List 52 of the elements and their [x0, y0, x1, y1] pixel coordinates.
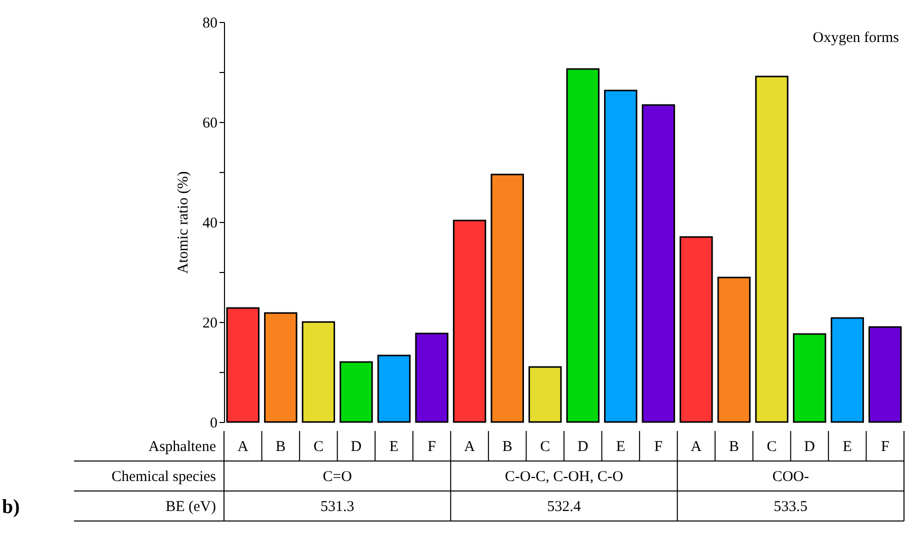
text: 533.5: [774, 499, 808, 515]
text: 531.3: [320, 499, 354, 515]
x-tick-label: D: [577, 439, 588, 455]
text: COO-: [772, 469, 810, 485]
x-tick-label: C: [540, 439, 550, 455]
x-tick-label: A: [237, 439, 248, 455]
x-axis-title: Asphaltene: [148, 439, 216, 455]
x-tick-label: A: [464, 439, 476, 455]
y-tick-label: 20: [202, 316, 218, 332]
bar: [868, 326, 902, 423]
text: b): [2, 496, 20, 518]
text: C-O-C, C-OH, C-O: [504, 469, 624, 485]
bar: [415, 332, 448, 423]
x-tick-label: F: [654, 439, 663, 455]
x-tick-label: E: [616, 439, 626, 455]
y-axis-title: Atomic ratio (%): [176, 171, 192, 274]
x-tick-label: C: [313, 439, 324, 455]
bar: [755, 76, 788, 423]
x-tick-label: D: [804, 439, 816, 455]
x-tick-label: F: [428, 439, 436, 455]
bar: [642, 104, 676, 423]
x-tick-label: B: [728, 439, 740, 455]
bar: [340, 361, 373, 423]
annotation: Oxygen forms: [812, 30, 900, 46]
text: 532.4: [547, 499, 582, 515]
bar: [452, 220, 486, 423]
bar: [680, 236, 713, 423]
text: BE (eV): [166, 499, 216, 515]
x-tick-label: F: [880, 439, 890, 455]
bar: [264, 312, 298, 423]
bar: [490, 174, 524, 423]
x-tick-label: B: [276, 439, 286, 455]
bar: [717, 276, 751, 423]
bar: [302, 321, 336, 423]
x-tick-label: E: [842, 439, 852, 455]
bar: [792, 333, 826, 423]
bar: [528, 366, 562, 423]
bar: [830, 317, 864, 423]
x-tick-label: E: [389, 439, 399, 455]
x-tick-label: D: [350, 439, 362, 455]
y-tick-label: 80: [202, 16, 218, 32]
text: Chemical species: [111, 469, 216, 485]
text: C=O: [322, 469, 352, 485]
x-tick-label: C: [766, 439, 777, 455]
bar: [566, 68, 600, 423]
y-tick-label: 0: [210, 416, 218, 432]
y-tick-label: 60: [202, 116, 218, 132]
x-tick-label: B: [502, 439, 512, 455]
x-tick-label: A: [690, 439, 702, 455]
y-tick-label: 40: [202, 216, 218, 232]
bar: [377, 354, 411, 423]
bar: [604, 90, 638, 423]
